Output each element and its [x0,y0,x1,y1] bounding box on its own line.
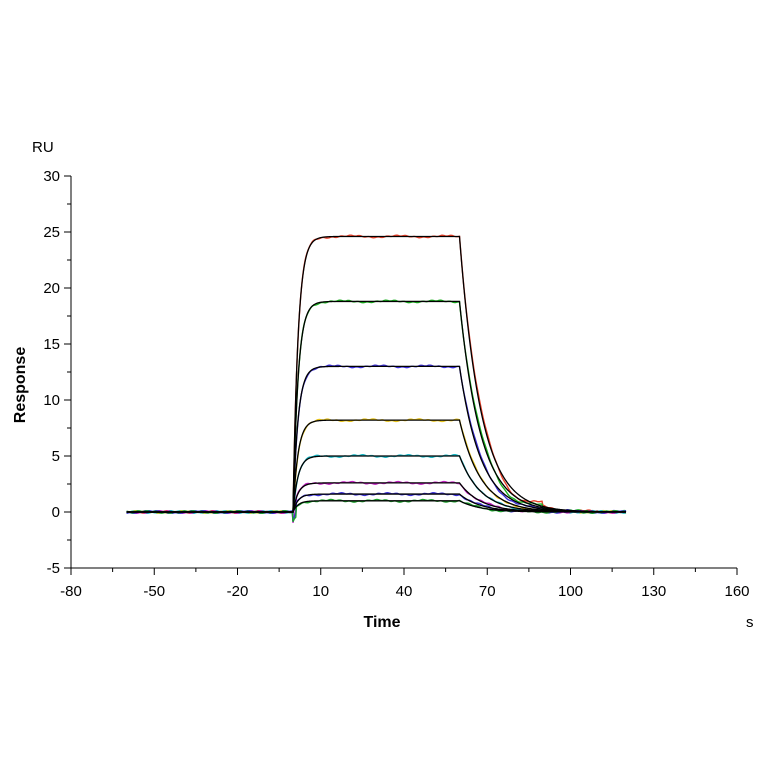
x-tick-label: 40 [396,583,413,600]
response-series-1 [126,234,627,518]
x-unit-label: s [746,614,754,631]
x-tick-label: -20 [227,583,249,600]
x-tick-label: 130 [641,583,666,600]
fit-curve-2 [126,300,626,513]
fit-curve-4 [126,419,626,513]
x-tick-label: -80 [60,583,82,600]
y-tick-label: 25 [43,224,60,241]
labels: RU s Time Response [12,139,754,631]
x-tick-label: -50 [143,583,165,600]
fit-layer [126,235,627,513]
x-tick-label: 100 [558,583,583,600]
y-tick-label: -5 [47,560,60,577]
y-axis-title: Response [12,347,29,424]
y-tick-label: 5 [52,448,60,465]
response-series-6 [126,480,627,523]
y-tick-label: 20 [43,280,60,297]
fit-curve-3 [126,365,626,513]
fit-curve-8 [126,500,626,513]
y-tick-label: 15 [43,336,60,353]
y-unit-label: RU [32,139,54,156]
x-tick-label: 70 [479,583,496,600]
y-tick-label: 30 [43,168,60,185]
x-tick-label: 160 [724,583,749,600]
x-axis-title: Time [363,614,400,631]
response-series-3 [126,364,627,515]
y-tick-label: 10 [43,392,60,409]
fit-curve-1 [126,235,627,513]
series-layer [126,234,627,523]
x-tick-label: 10 [312,583,329,600]
y-tick-label: 0 [52,504,60,521]
